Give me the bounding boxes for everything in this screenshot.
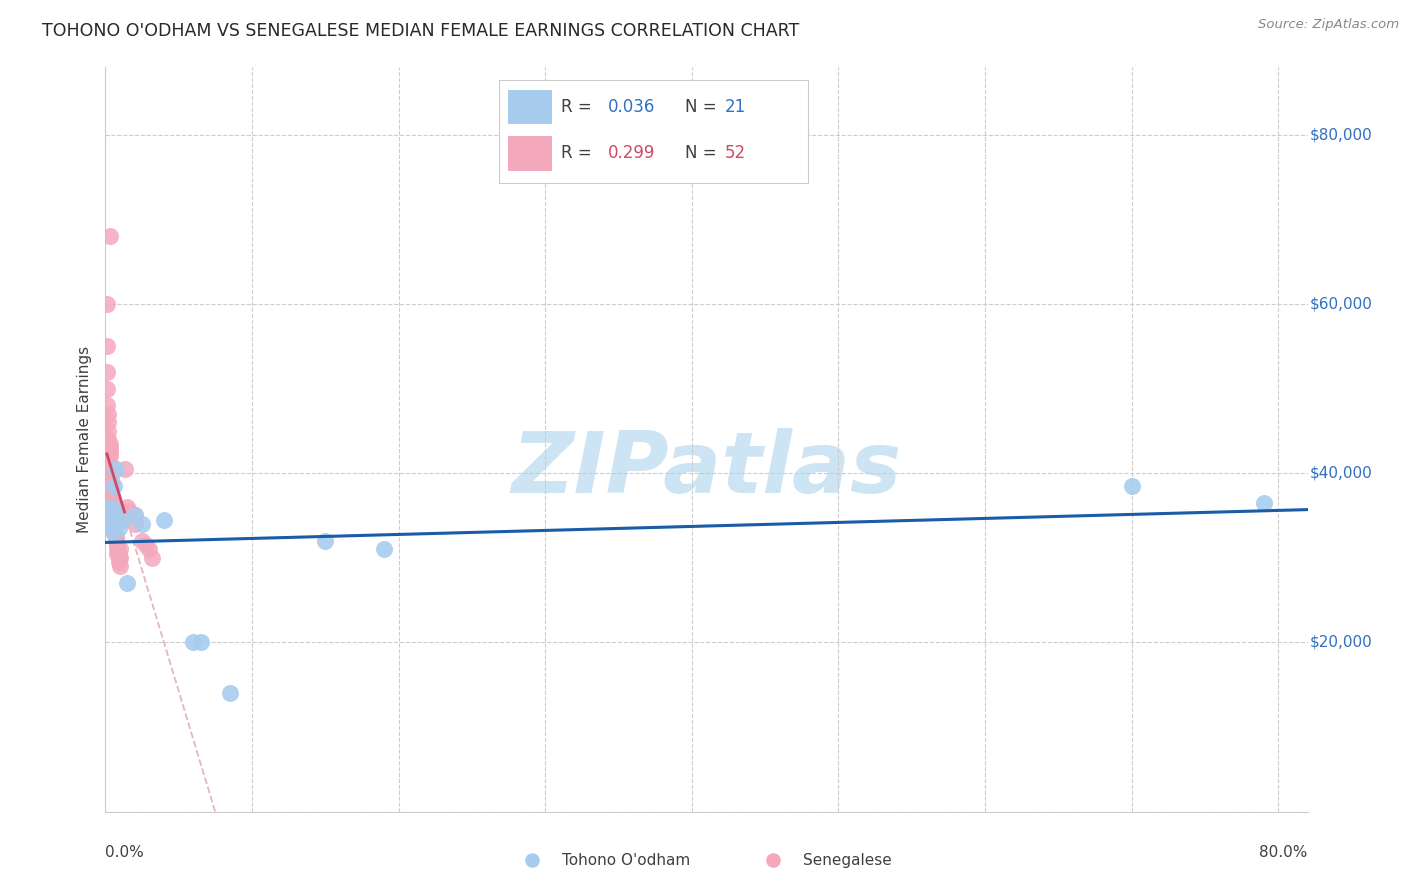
Point [100,475,122,489]
Point [96,399,118,413]
Point [101,504,124,518]
Point [104,462,127,476]
Point [104,533,127,548]
Point [98,462,121,476]
Point [908,805,931,819]
Y-axis label: Median Female Earnings: Median Female Earnings [77,346,93,533]
Point [105,542,128,557]
Bar [509,89,551,124]
Text: N =: N = [685,98,721,116]
Point [97,407,120,421]
Text: 80.0%: 80.0% [1260,846,1308,860]
Point [124,516,146,531]
Point [97,424,120,438]
Point [614,805,637,819]
Point [98,466,121,480]
Point [98,449,121,463]
Point [124,508,146,523]
Point [131,516,153,531]
Point [101,496,124,510]
Point [108,542,131,557]
Text: Tohono O'odham: Tohono O'odham [562,853,690,868]
Point [103,516,125,531]
Text: 0.0%: 0.0% [105,846,145,860]
Point [97,516,120,531]
Text: 0.036: 0.036 [607,98,655,116]
Text: TOHONO O'ODHAM VS SENEGALESE MEDIAN FEMALE EARNINGS CORRELATION CHART: TOHONO O'ODHAM VS SENEGALESE MEDIAN FEMA… [42,22,800,40]
Point [190,635,212,649]
Point [96,508,118,523]
Text: 52: 52 [725,145,747,162]
Point [101,500,124,514]
Point [101,525,124,540]
Point [108,550,131,565]
Point [117,500,139,514]
Point [100,487,122,501]
Text: R =: R = [561,145,598,162]
Point [100,483,122,497]
Point [314,533,336,548]
Point [141,550,163,565]
Point [112,508,135,523]
Point [105,504,128,518]
Point [103,525,125,540]
Point [118,504,141,518]
Text: $20,000: $20,000 [1310,635,1372,650]
Point [100,479,122,493]
Point [97,433,120,447]
Point [107,550,129,565]
Point [107,521,129,535]
Point [101,513,124,527]
Point [105,547,128,561]
Point [97,416,120,430]
Point [107,555,129,569]
Point [107,547,129,561]
Point [373,542,395,557]
Point [1121,479,1143,493]
Text: $60,000: $60,000 [1310,296,1372,311]
Point [101,491,124,506]
Point [96,365,118,379]
Point [101,508,124,523]
Point [135,538,157,552]
Text: ZIPatlas: ZIPatlas [512,427,901,510]
Point [98,445,121,459]
Point [98,229,121,244]
Point [98,436,121,450]
Point [96,297,118,311]
Point [112,513,135,527]
Point [98,500,121,514]
Point [183,635,205,649]
Point [103,479,125,493]
Point [105,538,128,552]
Point [114,462,136,476]
Point [103,521,125,535]
Point [100,504,122,518]
Text: N =: N = [685,145,721,162]
Text: Senegalese: Senegalese [803,853,891,868]
Point [117,576,139,591]
Text: $40,000: $40,000 [1310,466,1372,481]
Point [96,339,118,353]
Bar [509,136,551,170]
Text: R =: R = [561,98,598,116]
Point [100,470,122,484]
Point [1253,496,1275,510]
Point [104,530,127,544]
Point [96,382,118,396]
Point [138,542,160,557]
Point [131,533,153,548]
Text: Source: ZipAtlas.com: Source: ZipAtlas.com [1258,18,1399,31]
Point [98,441,121,455]
Text: 0.299: 0.299 [607,145,655,162]
Point [108,559,131,574]
Point [124,508,146,523]
Point [98,458,121,472]
Text: 21: 21 [725,98,747,116]
Point [219,686,242,700]
Point [153,513,176,527]
Text: $80,000: $80,000 [1310,128,1372,142]
